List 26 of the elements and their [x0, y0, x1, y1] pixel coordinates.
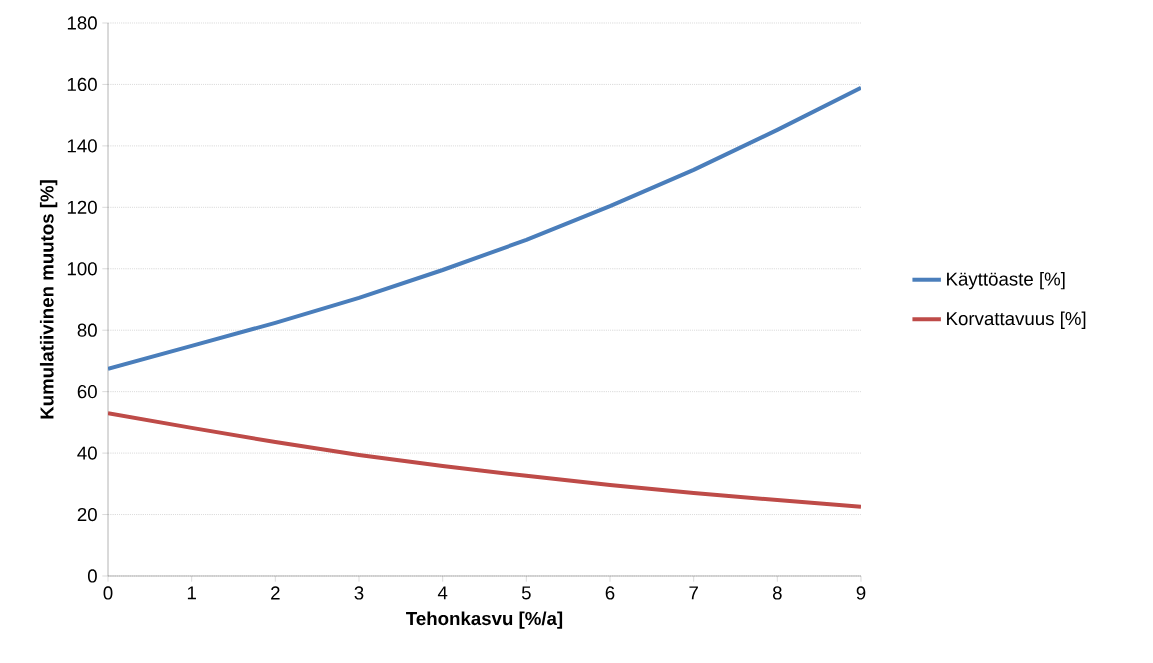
- x-tick-label: 9: [856, 586, 866, 600]
- y-tick-label: 80: [77, 323, 97, 337]
- x-tick-label: 0: [103, 586, 113, 600]
- x-axis-title: Tehonkasvu [%/a]: [406, 611, 563, 629]
- legend-label: Korvattavuus [%]: [947, 311, 1086, 329]
- line-series: [108, 411, 861, 509]
- x-tick-label: 3: [354, 586, 364, 600]
- x-tick-label: 1: [187, 586, 196, 600]
- x-tick-label: 4: [437, 586, 448, 600]
- y-tick-label: 160: [67, 77, 97, 92]
- y-tick-label: 140: [67, 139, 97, 153]
- y-tick-label: 180: [67, 16, 97, 30]
- y-tick-label: 0: [87, 569, 97, 583]
- y-tick-label: 20: [77, 507, 97, 522]
- x-tick-label: 8: [772, 586, 782, 600]
- y-tick-label: 40: [77, 446, 97, 460]
- y-tick-label: 120: [67, 200, 97, 214]
- y-axis-title: Kumulatiivinen muutos [%]: [39, 180, 58, 419]
- y-tick-label: 60: [77, 385, 97, 399]
- x-tick-label: 2: [271, 586, 280, 600]
- y-tick-label: 100: [67, 262, 97, 276]
- x-tick-label: 6: [605, 586, 615, 600]
- x-tick-label: 7: [689, 586, 698, 600]
- x-tick-label: 5: [521, 586, 531, 600]
- legend-label: Käyttöaste [%]: [947, 271, 1065, 290]
- line-series: [108, 85, 861, 371]
